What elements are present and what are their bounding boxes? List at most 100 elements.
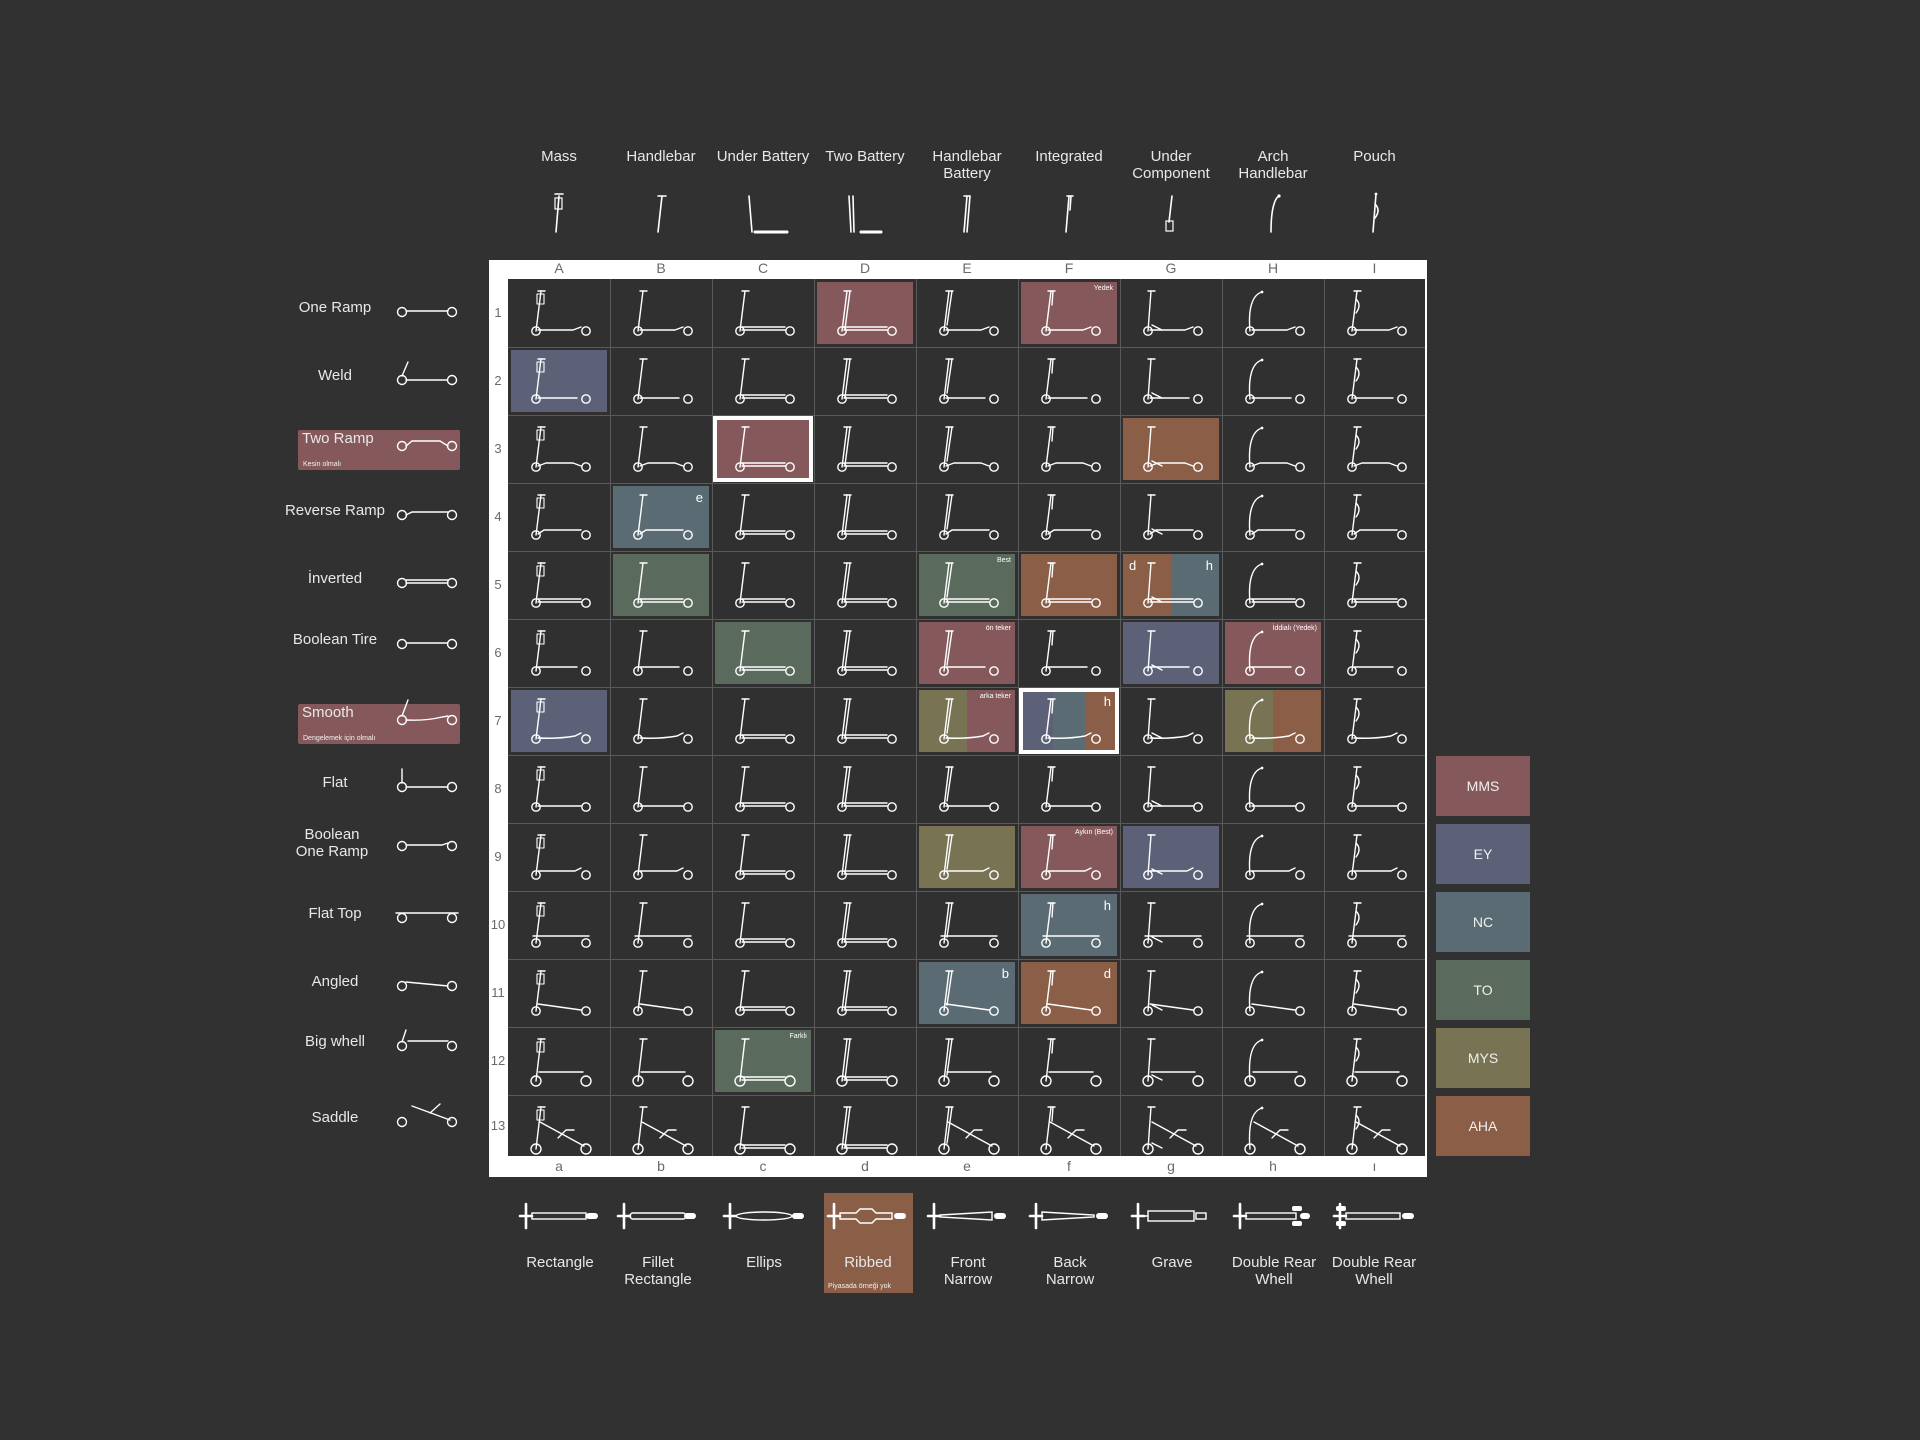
scooter-handlebar-battery-angled-icon[interactable] [916, 959, 1016, 1025]
scooter-mass-saddle-icon[interactable] [508, 1095, 608, 1161]
scooter-arch-handlebar-angled-icon[interactable] [1222, 959, 1322, 1025]
scooter-pouch-flat-icon[interactable] [1324, 755, 1424, 821]
scooter-under-battery-flat-top-icon[interactable] [712, 891, 812, 957]
scooter-integrated-inverted-icon[interactable] [1018, 551, 1118, 617]
scooter-handlebar-battery-smooth-icon[interactable] [916, 687, 1016, 753]
scooter-arch-handlebar-saddle-icon[interactable] [1222, 1095, 1322, 1161]
scooter-integrated-two-ramp-icon[interactable] [1018, 415, 1118, 481]
scooter-pouch-saddle-icon[interactable] [1324, 1095, 1424, 1161]
scooter-handlebar-battery-flat-top-icon[interactable] [916, 891, 1016, 957]
scooter-pouch-flat-top-icon[interactable] [1324, 891, 1424, 957]
scooter-under-component-flat-icon[interactable] [1120, 755, 1220, 821]
scooter-under-component-two-ramp-icon[interactable] [1120, 415, 1220, 481]
scooter-under-battery-boolean-tire-icon[interactable] [712, 619, 812, 685]
scooter-pouch-reverse-ramp-icon[interactable] [1324, 483, 1424, 549]
scooter-under-battery-inverted-icon[interactable] [712, 551, 812, 617]
scooter-mass-flat-top-icon[interactable] [508, 891, 608, 957]
scooter-arch-handlebar-big-wheel-icon[interactable] [1222, 1027, 1322, 1093]
scooter-mass-big-wheel-icon[interactable] [508, 1027, 608, 1093]
highlight-cell[interactable]: h [1021, 894, 1117, 956]
scooter-handlebar-boolean-tire-icon[interactable] [610, 619, 710, 685]
scooter-integrated-saddle-icon[interactable] [1018, 1095, 1118, 1161]
scooter-mass-angled-icon[interactable] [508, 959, 608, 1025]
highlight-cell[interactable] [1123, 622, 1219, 684]
scooter-handlebar-battery-big-wheel-icon[interactable] [916, 1027, 1016, 1093]
scooter-arch-handlebar-flat-icon[interactable] [1222, 755, 1322, 821]
ellips-deck-top-icon[interactable] [716, 1196, 812, 1236]
highlight-cell[interactable]: arka teker [919, 690, 1015, 752]
scooter-mass-boolean-one-ramp-icon[interactable] [508, 823, 608, 889]
highlight-cell[interactable]: ön teker [919, 622, 1015, 684]
scooter-integrated-big-wheel-icon[interactable] [1018, 1027, 1118, 1093]
scooter-under-component-inverted-icon[interactable] [1120, 551, 1220, 617]
scooter-handlebar-flat-icon[interactable] [610, 755, 710, 821]
scooter-handlebar-big-wheel-icon[interactable] [610, 1027, 710, 1093]
scooter-handlebar-battery-reverse-ramp-icon[interactable] [916, 483, 1016, 549]
scooter-mass-flat-icon[interactable] [508, 755, 608, 821]
scooter-handlebar-battery-inverted-icon[interactable] [916, 551, 1016, 617]
highlight-cell[interactable] [613, 554, 709, 616]
scooter-under-battery-big-wheel-icon[interactable] [712, 1027, 812, 1093]
scooter-pouch-one-ramp-icon[interactable] [1324, 279, 1424, 345]
highlight-cell[interactable] [817, 282, 913, 344]
highlight-cell[interactable] [919, 826, 1015, 888]
scooter-handlebar-battery-flat-icon[interactable] [916, 755, 1016, 821]
scooter-under-component-boolean-tire-icon[interactable] [1120, 619, 1220, 685]
scooter-arch-handlebar-smooth-icon[interactable] [1222, 687, 1322, 753]
scooter-two-battery-reverse-ramp-icon[interactable] [814, 483, 914, 549]
highlight-cell[interactable] [715, 622, 811, 684]
highlight-cell[interactable]: h [1021, 690, 1117, 752]
scooter-handlebar-battery-two-ramp-icon[interactable] [916, 415, 1016, 481]
scooter-handlebar-boolean-one-ramp-icon[interactable] [610, 823, 710, 889]
scooter-handlebar-one-ramp-icon[interactable] [610, 279, 710, 345]
scooter-under-battery-flat-icon[interactable] [712, 755, 812, 821]
scooter-mass-reverse-ramp-icon[interactable] [508, 483, 608, 549]
scooter-pouch-smooth-icon[interactable] [1324, 687, 1424, 753]
scooter-under-battery-one-ramp-icon[interactable] [712, 279, 812, 345]
scooter-under-battery-two-ramp-icon[interactable] [712, 415, 812, 481]
highlight-cell[interactable] [1123, 826, 1219, 888]
scooter-integrated-flat-top-icon[interactable] [1018, 891, 1118, 957]
scooter-two-battery-boolean-one-ramp-icon[interactable] [814, 823, 914, 889]
scooter-integrated-boolean-one-ramp-icon[interactable] [1018, 823, 1118, 889]
scooter-integrated-one-ramp-icon[interactable] [1018, 279, 1118, 345]
rectangle-deck-top-icon[interactable] [512, 1196, 608, 1236]
highlight-cell[interactable]: Yedek [1021, 282, 1117, 344]
scooter-pouch-boolean-tire-icon[interactable] [1324, 619, 1424, 685]
scooter-pouch-inverted-icon[interactable] [1324, 551, 1424, 617]
scooter-under-battery-saddle-icon[interactable] [712, 1095, 812, 1161]
scooter-pouch-boolean-one-ramp-icon[interactable] [1324, 823, 1424, 889]
scooter-handlebar-battery-weld-icon[interactable] [916, 347, 1016, 413]
scooter-arch-handlebar-two-ramp-icon[interactable] [1222, 415, 1322, 481]
grave-deck-top-icon[interactable] [1124, 1196, 1220, 1236]
highlight-cell[interactable] [511, 690, 607, 752]
scooter-pouch-weld-icon[interactable] [1324, 347, 1424, 413]
scooter-pouch-big-wheel-icon[interactable] [1324, 1027, 1424, 1093]
scooter-under-component-big-wheel-icon[interactable] [1120, 1027, 1220, 1093]
scooter-arch-handlebar-inverted-icon[interactable] [1222, 551, 1322, 617]
fillet-rectangle-deck-top-icon[interactable] [610, 1196, 706, 1236]
double-rear-a-deck-top-icon[interactable] [1226, 1196, 1322, 1236]
scooter-integrated-boolean-tire-icon[interactable] [1018, 619, 1118, 685]
scooter-two-battery-angled-icon[interactable] [814, 959, 914, 1025]
highlight-cell[interactable]: e [613, 486, 709, 548]
scooter-under-component-reverse-ramp-icon[interactable] [1120, 483, 1220, 549]
scooter-handlebar-battery-boolean-one-ramp-icon[interactable] [916, 823, 1016, 889]
highlight-cell[interactable] [1225, 690, 1321, 752]
scooter-integrated-flat-icon[interactable] [1018, 755, 1118, 821]
scooter-handlebar-inverted-icon[interactable] [610, 551, 710, 617]
scooter-two-battery-weld-icon[interactable] [814, 347, 914, 413]
highlight-cell[interactable]: d [1021, 962, 1117, 1024]
scooter-under-component-flat-top-icon[interactable] [1120, 891, 1220, 957]
scooter-under-battery-weld-icon[interactable] [712, 347, 812, 413]
scooter-handlebar-smooth-icon[interactable] [610, 687, 710, 753]
scooter-handlebar-battery-one-ramp-icon[interactable] [916, 279, 1016, 345]
highlight-cell[interactable]: Best [919, 554, 1015, 616]
front-narrow-deck-top-icon[interactable] [920, 1196, 1016, 1236]
back-narrow-deck-top-icon[interactable] [1022, 1196, 1118, 1236]
scooter-under-component-one-ramp-icon[interactable] [1120, 279, 1220, 345]
ribbed-deck-top-icon[interactable] [820, 1196, 916, 1236]
scooter-two-battery-smooth-icon[interactable] [814, 687, 914, 753]
scooter-mass-smooth-icon[interactable] [508, 687, 608, 753]
